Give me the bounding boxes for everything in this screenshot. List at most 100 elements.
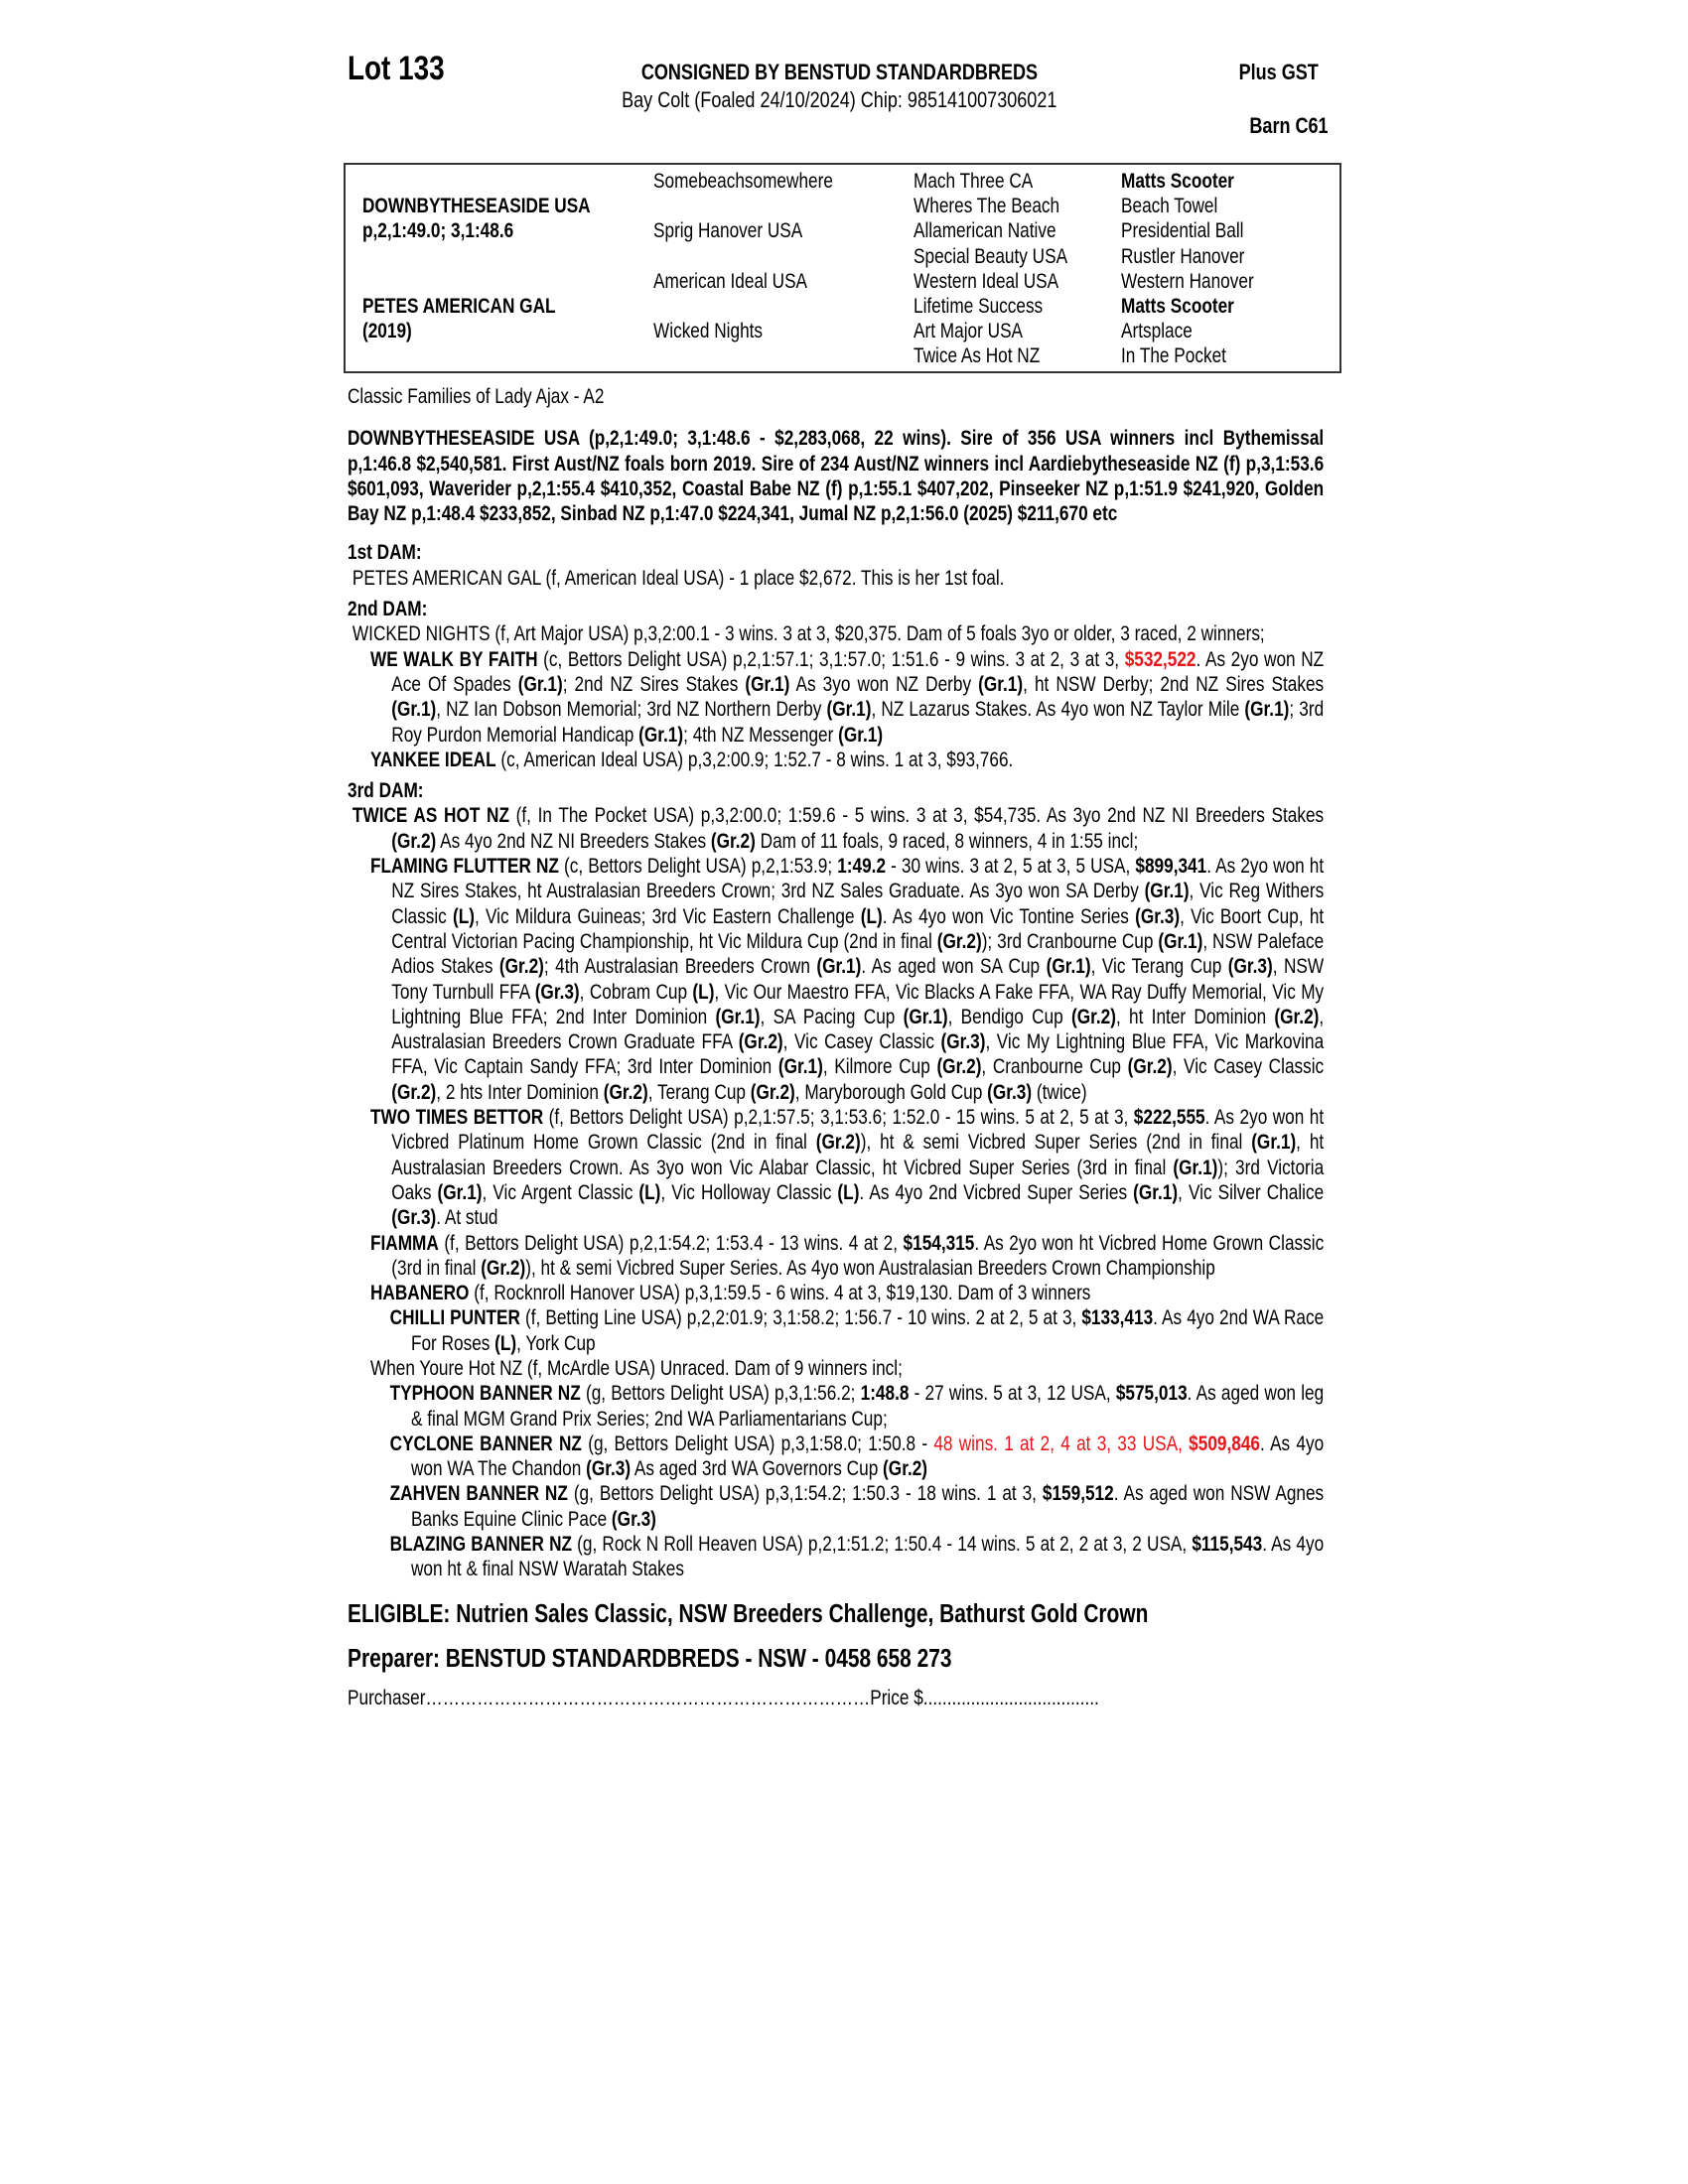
highlight-text: (Gr.2) [603, 1080, 648, 1104]
highlight-text: (L) [638, 1180, 661, 1204]
entry-text: . At stud [436, 1206, 498, 1230]
highlight-text: (Gr.3) [987, 1080, 1033, 1104]
highlight-text: ZAHVEN BANNER NZ [389, 1482, 568, 1506]
entry-text: , Vic Casey Classic [1172, 1055, 1325, 1079]
pedigree-name: Somebeachsomewhere [653, 170, 833, 193]
highlight-text: (Gr.1) [1251, 1131, 1297, 1155]
pedigree-col4-cell: Western Hanover [1121, 269, 1283, 294]
highlight-text: (Gr.3) [940, 1030, 986, 1054]
highlight-text: (Gr.3) [611, 1507, 656, 1531]
pedigree-col4-cell: Presidential Ball [1121, 218, 1271, 243]
highlight-text: (Gr.1) [978, 672, 1024, 696]
highlight-text: $899,341 [1135, 855, 1207, 879]
progeny-entry: TWICE AS HOT NZ (f, In The Pocket USA) p… [348, 803, 1324, 854]
pedigree-name: In The Pocket [1121, 344, 1226, 368]
pedigree-col2-cell: Somebeachsomewhere [653, 169, 873, 194]
highlight-text: 1:48.8 [860, 1382, 910, 1406]
highlight-text: (Gr.1) [437, 1180, 483, 1204]
entry-text: (g, Bettors Delight USA) p,3,1:56.2; [580, 1382, 861, 1406]
dam-heading: 2nd DAM: [348, 598, 428, 621]
progeny-entry: WE WALK BY FAITH (c, Bettors Delight USA… [348, 647, 1324, 748]
catalogue-body: Classic Families of Lady Ajax - A2 DOWNB… [348, 384, 1324, 1711]
highlight-text: (Gr.1) [777, 1055, 823, 1079]
highlight-text: (Gr.1) [1173, 1156, 1218, 1179]
pedigree-col1-cell: PETES AMERICAN GAL [362, 294, 598, 319]
entry-text: , ht Inter Dominion [1116, 1005, 1275, 1028]
progeny-entry: WICKED NIGHTS (f, Art Major USA) p,3,2:0… [348, 621, 1324, 646]
pedigree-name: Presidential Ball [1121, 219, 1244, 243]
pedigree-col3-cell: Art Major USA [914, 319, 1047, 343]
entry-text: , Vic Holloway Classic [660, 1180, 838, 1204]
entry-text: , ht NSW Derby; 2nd NZ Sires Stakes [1023, 672, 1325, 696]
highlight-text: (Gr.2) [815, 1131, 861, 1155]
entry-text: , Vic Terang Cup [1090, 955, 1228, 979]
pedigree-name: Sprig Hanover USA [653, 219, 803, 243]
pedigree-col1-cell: DOWNBYTHESEASIDE USA [362, 194, 640, 218]
entry-text: . As aged won NSW Agnes Banks Equine Cli… [410, 1482, 1325, 1531]
consignor: CONSIGNED BY BENSTUD STANDARDBREDS [541, 60, 1137, 85]
highlight-text: (Gr.2) [498, 955, 544, 979]
progeny-entry: When Youre Hot NZ (f, McArdle USA) Unrac… [348, 1356, 1324, 1381]
entry-text: , Cranbourne Cup [981, 1055, 1128, 1079]
progeny-entry: TYPHOON BANNER NZ (g, Bettors Delight US… [348, 1381, 1325, 1432]
entry-text: - 30 wins. 3 at 2, 5 at 3, 5 USA, [886, 855, 1136, 879]
pedigree-name: PETES AMERICAN GAL [362, 295, 556, 318]
eligibility-line: ELIGIBLE: Nutrien Sales Classic, NSW Bre… [348, 1599, 1149, 1628]
pedigree-name: Art Major USA [914, 320, 1024, 343]
entry-text: . As 4yo won Vic Tontine Series [882, 904, 1136, 928]
pedigree-col4-cell: Beach Towel [1121, 194, 1239, 218]
highlight-text: $159,512 [1042, 1482, 1114, 1506]
highlight-text: 48 wins. 1 at 2, 4 at 3, 33 USA, [933, 1432, 1190, 1455]
barn-number-text: Barn C61 [1249, 113, 1329, 138]
dam-heading: 1st DAM: [348, 541, 422, 565]
entry-text: , NSW Tony Turnbull FFA [391, 955, 1325, 1004]
pedigree-name: Beach Towel [1121, 195, 1218, 218]
highlight-text: (Gr.2) [936, 1055, 982, 1079]
entry-text: As aged 3rd WA Governors Cup [631, 1457, 884, 1481]
pedigree-name: Rustler Hanover [1121, 244, 1245, 268]
entry-text: (f, Betting Line USA) p,2,2:01.9; 3,1:58… [519, 1306, 1082, 1330]
entry-text: , Vic My Lightning Blue FFA, Vic Markovi… [391, 1030, 1325, 1079]
highlight-text: (Gr.2) [1274, 1005, 1320, 1028]
entry-text: Dam of 11 foals, 9 raced, 8 winners, 4 i… [755, 829, 1139, 853]
highlight-text: (L) [494, 1331, 517, 1355]
entry-text: . As 2yo won NZ Ace Of Spades [391, 647, 1325, 696]
highlight-text: (Gr.1) [1158, 929, 1203, 953]
entry-text: , Kilmore Cup [822, 1055, 937, 1079]
progeny-entry: ZAHVEN BANNER NZ (g, Bettors Delight USA… [348, 1481, 1325, 1532]
consignor-text: CONSIGNED BY BENSTUD STANDARDBREDS [640, 60, 1038, 84]
pedigree-name: American Ideal USA [653, 269, 808, 293]
pedigree-col3-cell: Special Beauty USA [914, 244, 1101, 269]
entry-text: (f, Bettors Delight USA) p,2,1:54.2; 1:5… [438, 1231, 904, 1255]
family-line: Classic Families of Lady Ajax - A2 [348, 385, 605, 408]
entry-text: (twice) [1032, 1080, 1087, 1104]
highlight-text: $532,522 [1124, 647, 1196, 671]
pedigree-name: Western Ideal USA [914, 269, 1059, 293]
highlight-text: FIAMMA [369, 1231, 439, 1255]
highlight-text: $133,413 [1081, 1306, 1154, 1330]
barn-number: Barn C61 [1232, 113, 1329, 139]
pedigree-name: Lifetime Success [914, 295, 1044, 318]
highlight-text: CHILLI PUNTER [389, 1306, 520, 1330]
highlight-text: (L) [837, 1180, 860, 1204]
highlight-text: 1:49.2 [837, 855, 887, 879]
entry-text: . As 2yo won ht NZ Sires Stakes, ht Aust… [391, 855, 1325, 903]
highlight-text: TYPHOON BANNER NZ [389, 1382, 581, 1406]
progeny-entry: CHILLI PUNTER (f, Betting Line USA) p,2,… [348, 1305, 1325, 1356]
entry-text: ), ht & semi Vicbred Super Series. As 4y… [525, 1256, 1215, 1280]
pedigree-name: Matts Scooter [1121, 170, 1234, 193]
progeny-entry: FIAMMA (f, Bettors Delight USA) p,2,1:54… [348, 1231, 1324, 1282]
highlight-text: $509,846 [1189, 1432, 1260, 1455]
entry-text: , ht Australasian Breeders Crown. As 3yo… [391, 1131, 1325, 1179]
entry-text: , Vic Casey Classic [782, 1030, 941, 1054]
highlight-text: (Gr.3) [534, 980, 580, 1004]
entry-text: (g, Bettors Delight USA) p,3,1:58.0; 1:5… [581, 1432, 934, 1455]
highlight-text: (Gr.1) [517, 672, 563, 696]
entry-text: - 27 wins. 5 at 3, 12 USA, [909, 1382, 1116, 1406]
entry-text: As 3yo won NZ Derby [789, 672, 979, 696]
lot-number: Lot 133 [348, 50, 466, 88]
entry-text: (f, In The Pocket USA) p,3,2:00.0; 1:59.… [508, 804, 1325, 828]
entry-text: , Terang Cup [647, 1080, 751, 1104]
pedigree-name: Artsplace [1121, 320, 1193, 343]
highlight-text: $154,315 [903, 1231, 975, 1255]
